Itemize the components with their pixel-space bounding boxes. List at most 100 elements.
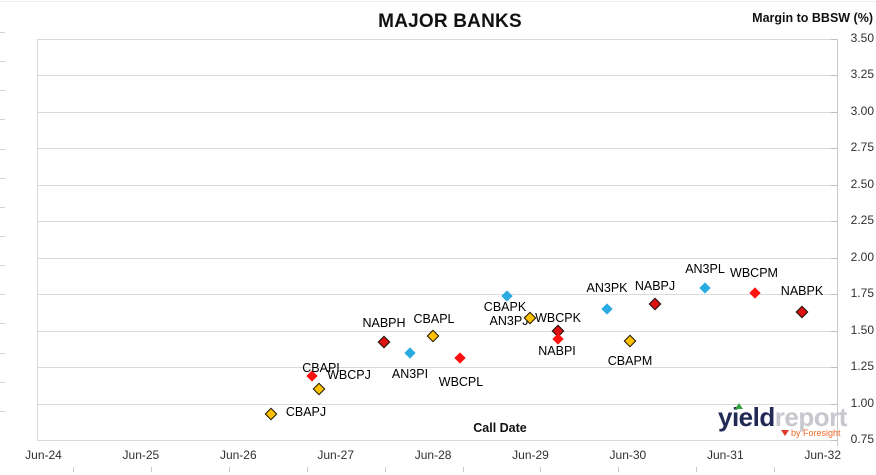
gridline: [37, 185, 837, 186]
data-point-wbcpm: [748, 287, 761, 299]
y-axis-tick: [831, 404, 838, 405]
data-label-an3pi: AN3PI: [391, 367, 429, 381]
gridline: [37, 112, 837, 113]
y-axis-tick: [831, 367, 838, 368]
left-axis-minor-tick: [0, 265, 5, 266]
chart-title: MAJOR BANKS: [378, 11, 522, 32]
left-axis-minor-tick: [0, 61, 5, 62]
y-axis-label: 1.00: [850, 396, 874, 410]
gridline: [37, 75, 837, 76]
x-axis-title: Call Date: [473, 421, 527, 435]
x-axis-label: Jun-29: [512, 448, 549, 462]
left-axis-minor-tick: [0, 32, 5, 33]
x-axis-tick: [696, 467, 697, 472]
y-axis-line: [837, 39, 838, 446]
data-label-cbapk: CBAPK: [483, 300, 527, 314]
y-axis-label: 2.25: [850, 213, 874, 227]
data-label-cbapi: CBAPI: [302, 361, 340, 375]
data-label-nabph: NABPH: [362, 316, 406, 330]
gridline: [37, 367, 837, 368]
x-axis-label: Jun-28: [414, 448, 452, 462]
x-axis-tick: [151, 467, 152, 472]
x-axis-tick: [463, 467, 464, 472]
x-axis-label: Jun-26: [219, 448, 257, 462]
x-axis-tick: [385, 467, 386, 472]
gridline: [37, 221, 837, 222]
y-axis-label: 3.00: [850, 104, 874, 118]
logo-up-triangle-icon: [735, 403, 743, 409]
logo-text-yield: yield: [718, 402, 775, 432]
data-point-cbapm: [623, 334, 637, 348]
y-axis-tick: [831, 294, 838, 295]
data-label-nabpk: NABPK: [780, 284, 824, 298]
y-axis-label: 2.75: [850, 140, 874, 154]
left-axis-minor-tick: [0, 119, 5, 120]
data-point-cbapi: [312, 382, 326, 396]
gridline: [37, 148, 837, 149]
left-axis-minor-tick: [0, 353, 5, 354]
plot-left-border: [37, 39, 38, 440]
y-axis-label: 1.75: [850, 286, 874, 300]
gridline: [37, 294, 837, 295]
x-axis-tick: [618, 467, 619, 472]
data-label-an3pl: AN3PL: [685, 262, 725, 276]
y-axis-label: 1.25: [850, 359, 874, 373]
y-axis-label: 2.50: [850, 177, 874, 191]
x-axis-label: Jun-27: [317, 448, 355, 462]
left-axis-minor-tick: [0, 323, 5, 324]
y-axis-label: 1.50: [850, 323, 874, 337]
yieldreport-logo[interactable]: yieldreport by Foresight: [718, 402, 848, 442]
y-axis-tick: [831, 39, 838, 40]
data-point-an3pi: [404, 346, 416, 359]
y-axis-tick: [831, 258, 838, 259]
left-axis-minor-tick: [0, 382, 5, 383]
data-point-cbapj: [265, 407, 278, 421]
left-axis-minor-tick: [0, 178, 5, 179]
x-axis-tick: [307, 467, 308, 472]
logo-byline: by Foresight: [791, 428, 841, 438]
y-axis-tick: [831, 185, 838, 186]
data-label-cbapl: CBAPL: [413, 312, 455, 326]
y-axis-tick: [831, 440, 838, 441]
x-axis-label: Jun-31: [706, 448, 744, 462]
data-label-an3pk: AN3PK: [586, 281, 628, 295]
y-axis-label: 0.75: [850, 432, 874, 446]
left-axis-minor-tick: [0, 294, 5, 295]
y-axis-tick: [831, 331, 838, 332]
data-label-wbcpj: WBCPJ: [327, 368, 371, 382]
y-axis-label: 2.00: [850, 250, 874, 264]
x-axis-label: Jun-24: [25, 448, 62, 462]
left-axis-minor-tick: [0, 236, 5, 237]
y-axis-title: Margin to BBSW (%): [752, 11, 873, 25]
x-axis-tick: [73, 467, 74, 472]
y-axis-tick: [831, 75, 838, 76]
data-label-wbcpk: WBCPK: [535, 311, 581, 325]
y-axis-tick: [831, 221, 838, 222]
gridline: [37, 331, 837, 332]
x-axis-tick: [774, 467, 775, 472]
y-axis-tick: [831, 148, 838, 149]
data-point-nabpk: [795, 305, 809, 319]
data-label-an3pj: AN3PJ: [489, 314, 529, 328]
data-label-cbapm: CBAPM: [607, 354, 653, 368]
gridline: [37, 258, 837, 259]
y-axis-tick: [831, 112, 838, 113]
data-point-nabpj: [648, 298, 662, 311]
x-axis-label: Jun-30: [609, 448, 647, 462]
logo-text-report: report: [774, 402, 848, 432]
data-label-cbapj: CBAPJ: [285, 405, 327, 419]
y-axis-label: 3.25: [850, 67, 874, 81]
data-point-an3pl: [699, 282, 711, 295]
logo-down-triangle-icon: [781, 430, 789, 436]
data-label-nabpj: NABPJ: [634, 279, 676, 293]
gridline: [37, 440, 837, 441]
data-point-nabph: [378, 335, 391, 349]
x-axis-tick: [229, 467, 230, 472]
data-label-wbcpm: WBCPM: [730, 266, 778, 280]
data-point-an3pk: [601, 303, 614, 315]
data-point-cbapl: [426, 330, 440, 343]
left-axis-minor-tick: [0, 207, 5, 208]
data-point-wbcpl: [454, 352, 467, 364]
